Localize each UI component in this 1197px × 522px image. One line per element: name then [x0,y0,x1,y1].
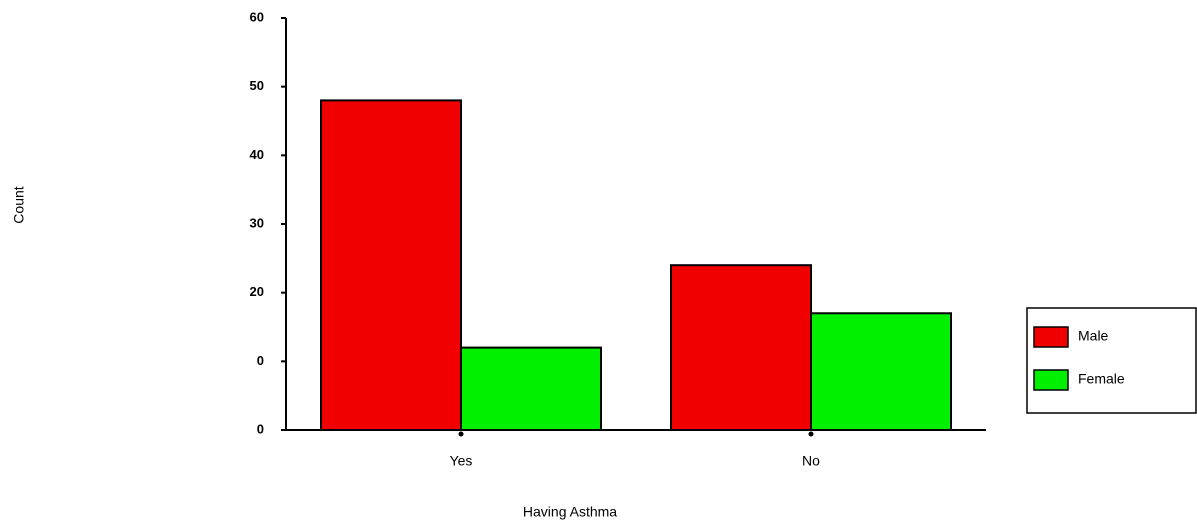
y-tick-label: 0 [257,421,264,436]
legend-label: Male [1078,328,1109,344]
x-tick [458,431,464,437]
bar [810,312,952,431]
x-tick-label: No [802,453,820,469]
y-tick-label: 20 [250,284,264,299]
bar [460,346,602,432]
x-axis-label: Having Asthma [523,504,617,520]
y-tick-label: 60 [250,9,264,24]
legend-swatch [1033,326,1069,348]
y-tick-label: 30 [250,215,264,230]
x-tick [808,431,814,437]
legend-swatch [1033,369,1069,391]
x-tick-label: Yes [450,453,473,469]
y-axis-label: Count [11,186,27,223]
bar [670,264,812,432]
y-tick-label: 50 [250,78,264,93]
bar [320,99,462,432]
y-tick-label: 40 [250,147,264,162]
y-tick-label: 0 [257,353,264,368]
legend-box [1026,307,1197,414]
legend-label: Female [1078,371,1125,387]
